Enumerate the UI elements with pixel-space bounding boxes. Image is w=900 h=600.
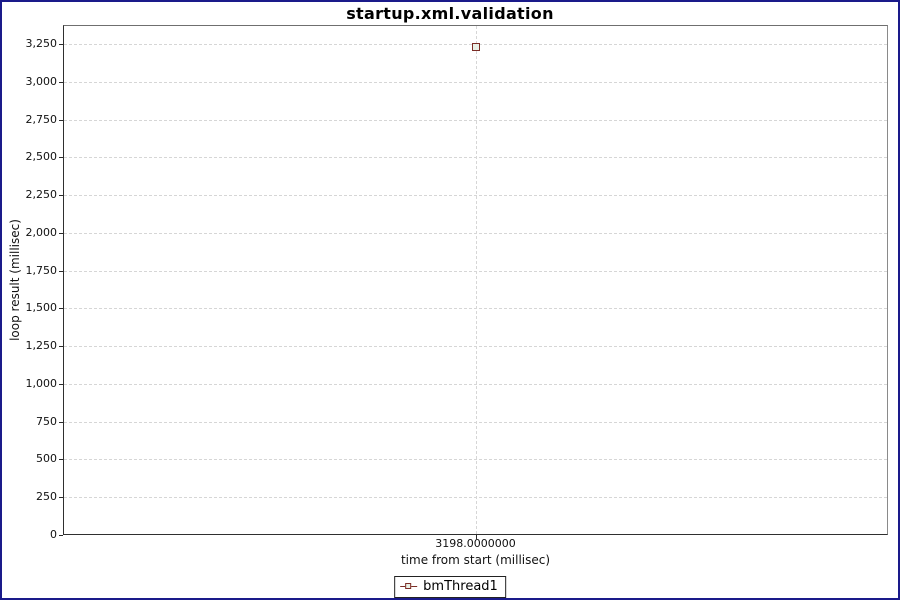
y-tick-label: 250 [36,490,57,504]
y-tick-mark [59,383,63,385]
y-tick-mark [59,270,63,272]
y-tick-label: 1,250 [25,339,58,353]
y-tick-mark [59,44,63,46]
y-tick-label: 0 [50,528,57,541]
legend-square-marker-icon [405,583,412,589]
data-point-marker-icon [471,43,480,52]
y-tick-mark [59,232,63,234]
y-tick-label: 2,000 [25,225,58,239]
y-tick-mark [59,346,63,348]
y-tick-mark [59,195,63,197]
y-tick-label: 500 [36,452,57,466]
x-gridline [475,26,477,534]
x-tick-mark [475,535,477,539]
legend-series-marker-icon [400,581,418,592]
y-tick-label: 2,250 [25,188,58,202]
y-tick-mark [59,459,63,461]
y-tick-mark [59,535,63,536]
y-tick-label: 750 [36,414,57,428]
y-tick-mark [59,308,63,310]
y-tick-label: 1,750 [25,263,58,277]
y-tick-mark [59,497,63,499]
x-axis-label: time from start (millisec) [400,553,551,567]
y-tick-label: 3,000 [25,74,58,88]
y-tick-mark [59,157,63,159]
y-tick-label: 2,500 [25,150,58,164]
y-tick-label: 1,000 [25,376,58,390]
y-tick-label: 3,250 [25,37,58,51]
legend-series-label: bmThread1 [423,579,498,594]
y-tick-mark [59,421,63,423]
legend: bmThread1 [394,576,506,598]
y-tick-mark [59,119,63,121]
y-tick-label: 1,500 [25,301,58,315]
x-tick-label: 3198.0000000 [435,537,516,550]
plot-area [63,25,888,535]
y-tick-mark [59,81,63,83]
chart-title: startup.xml.validation [346,4,554,23]
y-tick-label: 2,750 [25,112,58,126]
